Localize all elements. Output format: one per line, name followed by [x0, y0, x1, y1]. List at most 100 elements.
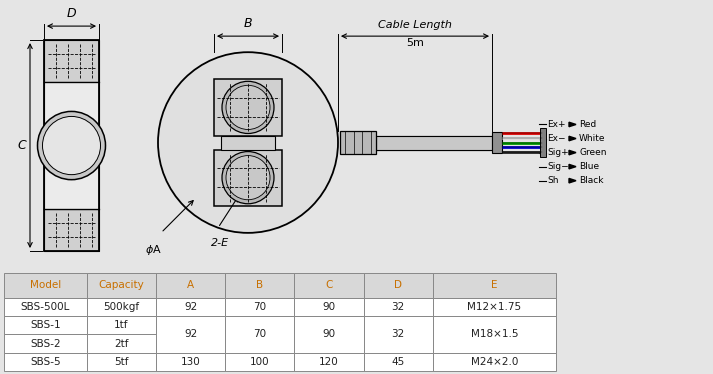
Text: 45: 45 — [391, 357, 405, 367]
Text: 90: 90 — [322, 329, 336, 340]
Text: 2-E: 2-E — [211, 238, 229, 248]
FancyArrow shape — [569, 178, 576, 183]
Text: D: D — [67, 7, 76, 20]
Bar — [433, 316, 556, 353]
Text: Ex+: Ex+ — [547, 120, 565, 129]
Text: 120: 120 — [319, 357, 339, 367]
Text: E: E — [491, 280, 498, 290]
Circle shape — [43, 116, 101, 175]
Bar — [44, 82, 99, 209]
Text: 5m: 5m — [406, 38, 424, 48]
Bar — [214, 150, 282, 206]
Circle shape — [38, 111, 106, 180]
Text: 70: 70 — [253, 329, 267, 340]
Bar — [492, 132, 502, 153]
Text: Blue: Blue — [579, 162, 599, 171]
Bar — [376, 135, 492, 150]
Bar — [540, 129, 546, 157]
Text: Ex−: Ex− — [547, 134, 565, 143]
Bar — [44, 40, 99, 251]
Text: B: B — [244, 17, 252, 30]
Circle shape — [226, 156, 270, 200]
Bar — [294, 298, 364, 316]
Bar — [87, 273, 156, 298]
Bar — [44, 40, 99, 82]
Bar — [294, 273, 364, 298]
Text: Sig−: Sig− — [547, 162, 569, 171]
Bar — [4, 353, 87, 371]
Text: M12×1.75: M12×1.75 — [468, 302, 522, 312]
Text: Black: Black — [579, 176, 603, 185]
Text: 130: 130 — [181, 357, 200, 367]
Bar — [225, 316, 294, 353]
Bar — [87, 316, 156, 334]
Bar — [4, 334, 87, 353]
Bar — [87, 353, 156, 371]
Bar — [294, 353, 364, 371]
Text: A: A — [187, 280, 194, 290]
Text: B: B — [256, 280, 263, 290]
FancyArrow shape — [569, 164, 576, 169]
Text: 32: 32 — [391, 329, 405, 340]
Bar — [156, 353, 225, 371]
Text: 2tf: 2tf — [114, 338, 128, 349]
FancyArrow shape — [569, 150, 576, 155]
Bar — [87, 334, 156, 353]
Bar — [364, 273, 433, 298]
Text: Cable Length: Cable Length — [378, 20, 452, 30]
Text: 1tf: 1tf — [114, 320, 128, 330]
Bar — [294, 316, 364, 353]
Bar — [340, 132, 376, 154]
Text: White: White — [579, 134, 605, 143]
Bar — [156, 273, 225, 298]
Circle shape — [222, 151, 274, 204]
Text: 5tf: 5tf — [114, 357, 128, 367]
Text: 90: 90 — [322, 302, 336, 312]
Bar — [433, 298, 556, 316]
Text: 32: 32 — [391, 302, 405, 312]
Text: Capacity: Capacity — [98, 280, 144, 290]
Text: SBS-1: SBS-1 — [30, 320, 61, 330]
Text: 92: 92 — [184, 329, 198, 340]
Circle shape — [226, 85, 270, 129]
Bar — [364, 353, 433, 371]
Text: Model: Model — [29, 280, 61, 290]
Text: Sig+: Sig+ — [547, 148, 569, 157]
Bar — [433, 353, 556, 371]
Bar — [225, 298, 294, 316]
Text: M18×1.5: M18×1.5 — [471, 329, 518, 340]
Text: Sh: Sh — [547, 176, 558, 185]
Bar — [214, 79, 282, 135]
Text: C: C — [18, 139, 26, 152]
Bar — [225, 273, 294, 298]
Text: 100: 100 — [250, 357, 270, 367]
Text: 70: 70 — [253, 302, 267, 312]
Text: 92: 92 — [184, 302, 198, 312]
FancyArrow shape — [569, 122, 576, 127]
Bar — [44, 209, 99, 251]
Bar — [87, 298, 156, 316]
Bar — [433, 273, 556, 298]
Text: SBS-500L: SBS-500L — [21, 302, 70, 312]
Text: D: D — [394, 280, 402, 290]
Bar — [221, 135, 275, 150]
Text: Red: Red — [579, 120, 596, 129]
Bar — [4, 298, 87, 316]
Bar — [4, 316, 87, 334]
Circle shape — [158, 52, 338, 233]
Text: $\phi$A: $\phi$A — [145, 243, 161, 257]
Bar — [4, 273, 87, 298]
Bar — [156, 298, 225, 316]
Bar — [364, 316, 433, 353]
Text: C: C — [325, 280, 333, 290]
Circle shape — [222, 81, 274, 134]
FancyArrow shape — [569, 136, 576, 141]
Text: M24×2.0: M24×2.0 — [471, 357, 518, 367]
Bar — [364, 298, 433, 316]
Bar — [156, 316, 225, 353]
Text: SBS-2: SBS-2 — [30, 338, 61, 349]
Bar — [225, 353, 294, 371]
Text: 500kgf: 500kgf — [103, 302, 140, 312]
Text: SBS-5: SBS-5 — [30, 357, 61, 367]
Text: Green: Green — [579, 148, 607, 157]
